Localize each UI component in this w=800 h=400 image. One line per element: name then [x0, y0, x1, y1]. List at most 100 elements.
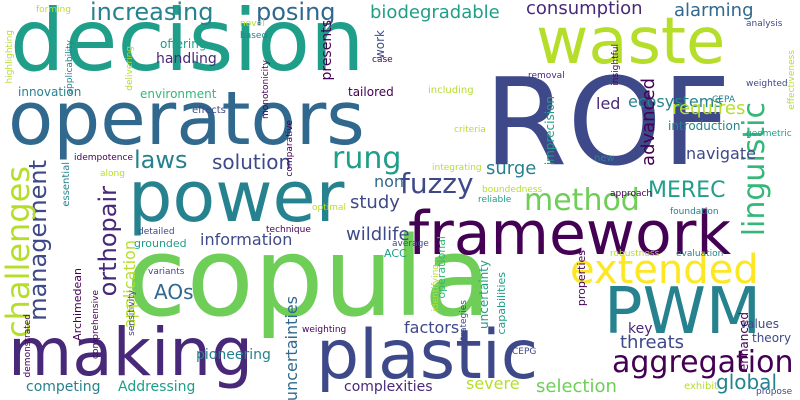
word-making: making [8, 314, 254, 391]
word-key: key [628, 321, 653, 337]
word-propose: propose [756, 387, 793, 397]
word-requires: requires [672, 98, 746, 119]
word-idempotence: idempotence [74, 153, 133, 163]
word-wildlife: wildlife [346, 224, 410, 245]
word-integrating: integrating [432, 163, 482, 173]
word-method: method [524, 183, 640, 218]
word-consumption: consumption [526, 0, 643, 19]
word-pwm: PWM [604, 275, 762, 349]
word-applicability: applicability [65, 40, 75, 95]
word-environment: environment [140, 87, 217, 101]
word-weighting: weighting [302, 325, 347, 335]
word-including: including [428, 85, 474, 96]
word-values: values [740, 317, 780, 331]
word-addressing: Addressing [118, 379, 196, 395]
word-handling: handling [156, 51, 217, 67]
word-essential: essential [61, 162, 72, 207]
word-fuzzy: fuzzy [400, 167, 474, 200]
word-monotonicity: monotonicity [261, 60, 271, 120]
word-alarming: alarming [674, 0, 754, 21]
word-advanced: advanced [638, 78, 659, 166]
word-orthopair: orthopair [94, 186, 122, 297]
word-decision: decision [10, 0, 365, 91]
word-technique: technique [266, 225, 311, 235]
word-imprecision: imprecision [543, 96, 557, 166]
word-acc: ACC [384, 247, 407, 260]
word-uncertainties: uncertainties [282, 296, 301, 400]
word-strategies: strategies [459, 300, 469, 345]
word-boundedness: boundedness [482, 185, 543, 195]
word-aos: AOs [154, 280, 194, 304]
word-non: non [374, 172, 405, 191]
word-presents: presents [319, 20, 335, 81]
word-robustness: robustness [610, 249, 660, 259]
word-criteria: criteria [454, 125, 486, 135]
word-geometric: geometric [746, 129, 792, 139]
word-extended: extended [570, 247, 759, 293]
word-operators: operators [8, 76, 365, 162]
word-power: power [128, 156, 345, 238]
word-enhanced: enhanced [737, 312, 751, 372]
word-comparative: comparative [285, 120, 295, 177]
word-new: new [594, 153, 615, 164]
word-uncertainty: uncertainty [477, 260, 491, 329]
word-plastic: plastic [316, 316, 539, 395]
word-cepg: CEPG [512, 347, 537, 357]
word-factors: factors [404, 318, 460, 337]
word-exhibit: exhibit [684, 381, 719, 392]
word-aggregation: aggregation [612, 345, 794, 380]
word-led: led [596, 94, 621, 113]
word-information: information [200, 230, 293, 249]
word-solution: solution [212, 150, 292, 174]
word-removal: removal [528, 71, 565, 81]
word-along: along [100, 169, 125, 179]
word-pioneering: pioneering [196, 347, 271, 363]
word-effectiveness: effectiveness [787, 50, 797, 110]
word-navigate: navigate [686, 144, 756, 163]
word-comprehensive: comprehensive [91, 290, 101, 359]
word-archimedean: Archimedean [71, 268, 84, 341]
word-highlighting: highlighting [5, 30, 15, 84]
word-theory: theory [752, 331, 792, 345]
word-reliable: reliable [478, 195, 512, 205]
word-insightful: insightful [611, 44, 621, 86]
word-severe: severe [466, 374, 520, 393]
word-linguistic: linguistic [737, 102, 772, 237]
word-framework: framework [408, 199, 732, 269]
word-challenges: challenges [0, 166, 37, 338]
word-based: based [240, 31, 268, 41]
word-tailored: tailored [348, 85, 394, 99]
word-capabilities: capabilities [495, 272, 508, 335]
word-rof: ROF [484, 54, 731, 193]
word-increasing: increasing [90, 0, 214, 26]
word-delivering: delivering [125, 46, 135, 91]
word-average: average [392, 239, 429, 249]
word-biodegradable: biodegradable [370, 2, 500, 23]
word-cepa: CEPA [712, 95, 735, 105]
word-surge: surge [486, 158, 537, 179]
word-work: work [373, 30, 387, 60]
word-novel: novel [240, 19, 265, 29]
word-ecosystems: ecosystems [628, 92, 723, 111]
word-optimal: optimal [312, 203, 347, 213]
word-weighted: weighted [746, 79, 788, 89]
word-global: global [716, 370, 777, 394]
word-sensitivity: sensitivity [127, 290, 137, 336]
word-foundation: foundation [670, 207, 719, 217]
word-introduction: introduction [668, 119, 741, 133]
word-analysis: analysis [746, 19, 783, 29]
word-selection: selection [536, 376, 617, 397]
word-operational: operational [435, 236, 448, 299]
word-forming: forming [36, 5, 71, 15]
word-evaluation: evaluation [676, 249, 724, 259]
word-variants: variants [148, 267, 185, 277]
word-threats: threats [620, 332, 685, 353]
word-rung: rung [332, 141, 402, 176]
word-complexities: complexities [344, 379, 433, 395]
word-offering: offering [160, 37, 207, 51]
word-properties: properties [575, 250, 588, 307]
word-laws: laws [134, 146, 188, 174]
word-case: case [372, 55, 393, 65]
word-demonstrated: demonstrated [23, 314, 33, 378]
